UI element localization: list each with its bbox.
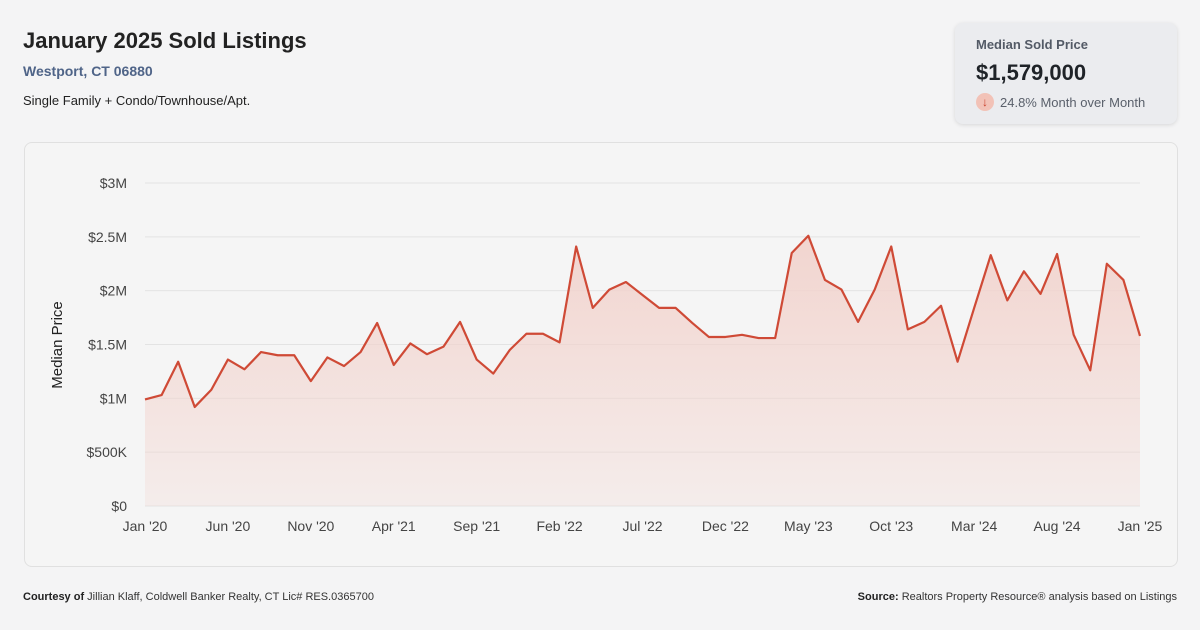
courtesy-text: Jillian Klaff, Coldwell Banker Realty, C… [84, 591, 374, 603]
y-tick-label: $1M [100, 390, 127, 406]
source-note: Source: Realtors Property Resource® anal… [858, 591, 1177, 603]
y-tick-label: $3M [100, 175, 127, 191]
location: Westport, CT 06880 [23, 63, 153, 79]
source-text: Realtors Property Resource® analysis bas… [898, 591, 1177, 603]
y-axis-label: Median Price [49, 301, 66, 389]
courtesy-note: Courtesy of Jillian Klaff, Coldwell Bank… [23, 591, 374, 603]
y-tick-label: $2.5M [88, 229, 127, 245]
median-sold-price-card: Median Sold Price $1,579,000 ↓ 24.8% Mon… [955, 23, 1177, 124]
x-tick-label: Dec '22 [702, 518, 749, 534]
x-tick-label: May '23 [784, 518, 833, 534]
kpi-change: ↓ 24.8% Month over Month [976, 93, 1145, 111]
y-tick-label: $500K [87, 444, 128, 460]
x-tick-label: Jan '20 [123, 518, 168, 534]
y-tick-label: $0 [111, 498, 127, 514]
x-tick-label: Apr '21 [372, 518, 416, 534]
area-fill [145, 235, 1140, 507]
y-tick-label: $1.5M [88, 337, 127, 353]
x-tick-label: Aug '24 [1034, 518, 1081, 534]
property-types: Single Family + Condo/Townhouse/Apt. [23, 93, 251, 108]
x-tick-label: Jan '25 [1118, 518, 1163, 534]
x-tick-label: Jun '20 [206, 518, 251, 534]
kpi-value: $1,579,000 [976, 60, 1087, 85]
x-tick-label: Jul '22 [622, 518, 662, 534]
y-tick-label: $2M [100, 283, 127, 299]
kpi-change-text: 24.8% Month over Month [1000, 94, 1146, 110]
x-tick-label: Sep '21 [453, 518, 500, 534]
courtesy-label: Courtesy of [23, 591, 85, 603]
x-tick-label: Mar '24 [951, 518, 997, 534]
x-tick-label: Oct '23 [869, 518, 913, 534]
x-tick-label: Feb '22 [536, 518, 582, 534]
kpi-label: Median Sold Price [976, 37, 1088, 52]
source-label: Source: [857, 591, 899, 603]
x-tick-label: Nov '20 [287, 518, 334, 534]
arrow-down-icon: ↓ [976, 93, 994, 111]
page-title: January 2025 Sold Listings [23, 28, 307, 53]
